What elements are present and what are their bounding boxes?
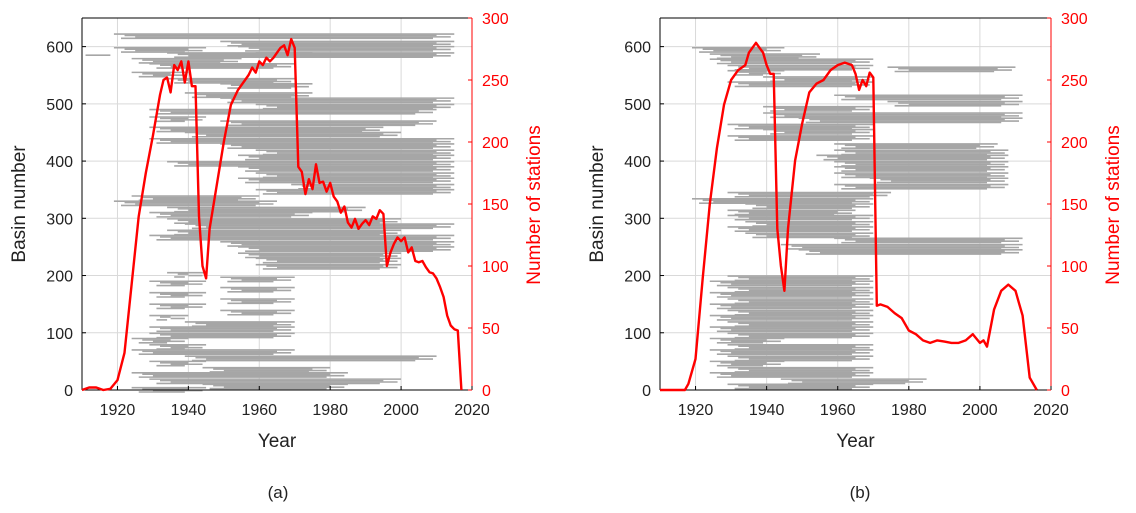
y-right-tick-label: 300: [1061, 11, 1088, 28]
panel-b-chart: 1920 1940 1960 1980 2000 20200100200300400500…: [587, 11, 1124, 502]
x-tick-label: 2000: [383, 402, 419, 419]
y-right-tick-label: 0: [482, 383, 491, 400]
x-tick-label: 1960: [241, 402, 277, 419]
y-left-tick-label: 0: [642, 383, 651, 400]
x-tick-label: 2000: [962, 402, 998, 419]
x-tick-label: 2020: [454, 402, 490, 419]
panel-a-chart: 1920 1940 1960 1980 2000 20200100200300400500…: [9, 11, 545, 502]
panel-a-x-axis-label: Year: [258, 431, 297, 452]
y-right-tick-label: 200: [482, 135, 509, 152]
panel-a-label: (a): [268, 483, 289, 502]
y-left-tick-label: 100: [46, 326, 73, 343]
panel-b-station-records: [691, 46, 1023, 390]
x-tick-label: 2020: [1033, 402, 1069, 419]
y-right-tick-label: 300: [482, 11, 509, 28]
y-right-tick-label: 100: [482, 259, 509, 276]
x-tick-label: 1980: [891, 402, 927, 419]
y-left-tick-label: 200: [624, 269, 651, 286]
panel-a-station-count-line: [81, 37, 463, 392]
y-right-tick-label: 150: [482, 197, 509, 214]
x-tick-label: 1960: [820, 402, 856, 419]
y-right-tick-label: 0: [1061, 383, 1070, 400]
y-right-tick-label: 100: [1061, 259, 1088, 276]
panel-a-station-records: [85, 33, 455, 393]
y-right-tick-label: 250: [1061, 73, 1088, 90]
y-left-tick-label: 300: [624, 211, 651, 228]
panel-b-station-count-line: [660, 41, 1038, 392]
x-tick-label: 1980: [312, 402, 348, 419]
y-left-tick-label: 200: [46, 269, 73, 286]
panel-b-x-axis-label: Year: [836, 431, 875, 452]
panel-a-y-right-axis-label: Number of stations: [524, 125, 545, 284]
y-left-tick-label: 500: [46, 97, 73, 114]
y-right-tick-label: 50: [1061, 321, 1079, 338]
y-left-tick-label: 600: [46, 40, 73, 57]
x-tick-label: 1940: [171, 402, 207, 419]
x-tick-label: 1920: [678, 402, 714, 419]
y-left-tick-label: 500: [624, 97, 651, 114]
y-right-tick-label: 150: [1061, 197, 1088, 214]
y-left-tick-label: 300: [46, 211, 73, 228]
y-left-tick-label: 600: [624, 40, 651, 57]
y-left-tick-label: 100: [624, 326, 651, 343]
y-left-tick-label: 0: [64, 383, 73, 400]
panel-b-label: (b): [850, 483, 871, 502]
y-right-tick-label: 200: [1061, 135, 1088, 152]
y-left-tick-label: 400: [46, 154, 73, 171]
y-left-tick-label: 400: [624, 154, 651, 171]
y-right-tick-label: 50: [482, 321, 500, 338]
panel-b-y-left-axis-label: Basin number: [587, 145, 608, 263]
y-right-tick-label: 250: [482, 73, 509, 90]
panel-b-y-right-axis-label: Number of stations: [1103, 125, 1124, 284]
x-tick-label: 1940: [749, 402, 785, 419]
panel-a-y-left-axis-label: Basin number: [9, 145, 30, 263]
x-tick-label: 1920: [100, 402, 136, 419]
